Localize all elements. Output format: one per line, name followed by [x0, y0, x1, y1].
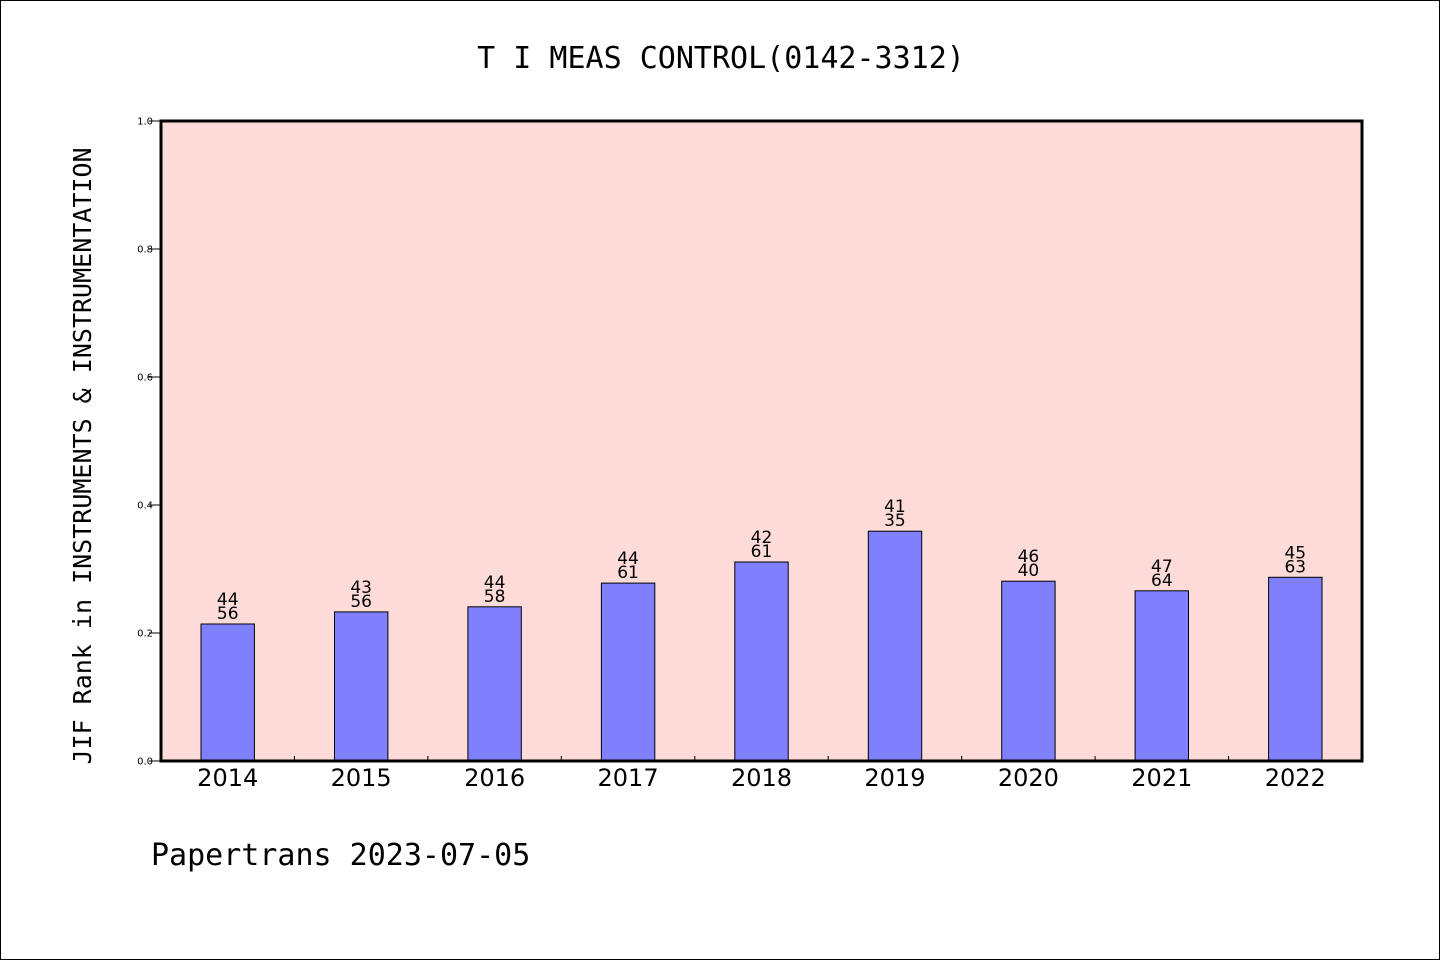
bar-label-top-2015: 43 [350, 578, 372, 598]
bar-2016 [467, 606, 522, 762]
x-tick-label-2015: 2015 [331, 764, 392, 792]
bar-label-bottom-2019: 35 [884, 511, 906, 531]
y-tick-label-0.4: 0.4 [137, 501, 153, 512]
x-tick-label-2017: 2017 [598, 764, 659, 792]
bar-label-top-2022: 45 [1284, 543, 1306, 563]
bar-label-top-2016: 44 [484, 573, 506, 593]
x-tick-label-2014: 2014 [197, 764, 258, 792]
bar-label-bottom-2014: 56 [217, 604, 239, 624]
bar-label-top-2019: 41 [884, 497, 906, 517]
x-tick-label-2020: 2020 [998, 764, 1059, 792]
bar-2017 [600, 582, 656, 762]
bar-label-bottom-2016: 58 [484, 587, 506, 607]
bar-2021 [1134, 590, 1189, 762]
footer-text: Papertrans 2023-07-05 [151, 838, 530, 873]
chart-title: T I MEAS CONTROL(0142-3312) [477, 41, 965, 76]
x-tick-label-2019: 2019 [864, 764, 925, 792]
bar-2020 [1001, 580, 1056, 762]
bar-label-bottom-2022: 63 [1284, 557, 1306, 577]
y-tick-label-1.0: 1.0 [137, 117, 153, 128]
bar-2022 [1268, 576, 1323, 762]
y-tick-label-0.2: 0.2 [137, 629, 153, 640]
bar-label-top-2020: 46 [1018, 547, 1040, 567]
bar-2019 [867, 530, 923, 762]
y-tick-label-0.0: 0.0 [137, 757, 153, 768]
ticks-layer: 2014 2015 2016 2017 2018 2019 2020 2021 2022 0.0 0… [137, 117, 1326, 793]
bar-label-top-2014: 44 [217, 590, 239, 610]
bar-2018 [734, 561, 789, 762]
y-tick-label-0.8: 0.8 [137, 245, 153, 256]
plot-border [159, 119, 1364, 763]
bar-label-bottom-2020: 40 [1018, 561, 1040, 581]
bar-label-bottom-2018: 61 [751, 542, 773, 562]
x-tick-label-2018: 2018 [731, 764, 792, 792]
bar-label-top-2017: 44 [617, 549, 639, 569]
y-axis-label: JIF Rank in INSTRUMENTS & INSTRUMENTATIO… [68, 147, 97, 764]
x-tick-label-2022: 2022 [1265, 764, 1326, 792]
bar-label-top-2018: 42 [751, 528, 773, 548]
bar-label-bottom-2017: 61 [617, 563, 639, 583]
bar-2015 [334, 611, 389, 762]
x-tick-label-2021: 2021 [1131, 764, 1192, 792]
x-tick-label-2016: 2016 [464, 764, 525, 792]
bar-label-bottom-2015: 56 [350, 592, 372, 612]
bar-2014 [200, 623, 255, 762]
y-tick-label-0.6: 0.6 [137, 373, 153, 384]
bar-label-bottom-2021: 64 [1151, 571, 1173, 591]
bar-label-top-2021: 47 [1151, 557, 1173, 577]
